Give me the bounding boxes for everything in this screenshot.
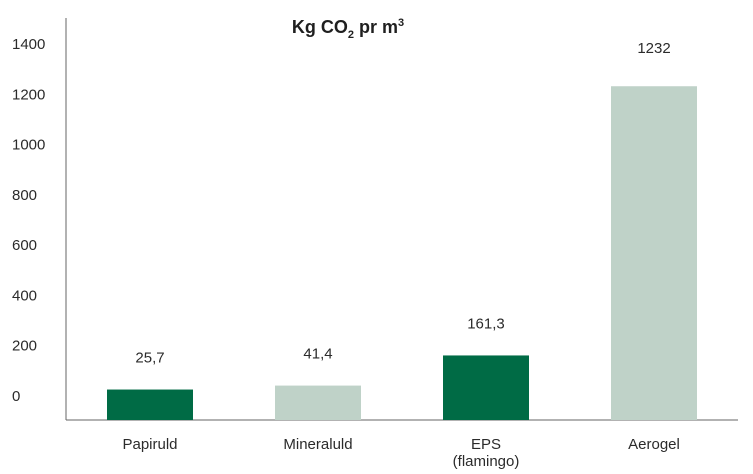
y-tick-label: 600 <box>12 237 37 254</box>
y-tick-label: 400 <box>12 287 37 304</box>
category-label: Aerogel <box>628 436 680 453</box>
category-label: (flamingo) <box>453 453 520 470</box>
chart-title: Kg CO2 pr m3 <box>292 17 404 41</box>
title-subscript: 2 <box>348 29 354 41</box>
y-tick-labels: 0 200 400 600 800 1000 1200 1400 <box>12 36 45 405</box>
y-tick-label: 1000 <box>12 137 45 154</box>
category-label: Papiruld <box>122 436 177 453</box>
title-middle: pr m <box>354 17 398 37</box>
bar <box>611 86 697 421</box>
bar <box>275 385 361 420</box>
y-tick-label: 0 <box>12 388 20 405</box>
bars <box>107 86 697 421</box>
category-labels: Papiruld Mineraluld EPS(flamingo) Aerogel <box>122 436 679 470</box>
y-tick-label: 1200 <box>12 86 45 103</box>
value-label: 25,7 <box>135 350 164 367</box>
value-label: 161,3 <box>467 315 505 332</box>
category-label: Mineraluld <box>283 436 352 453</box>
value-labels: 25,7 41,4 161,3 1232 <box>135 40 670 367</box>
bar <box>443 355 529 420</box>
value-label: 1232 <box>637 40 670 57</box>
y-tick-label: 1400 <box>12 36 45 53</box>
title-prefix: Kg CO <box>292 17 348 37</box>
value-label: 41,4 <box>303 346 332 363</box>
y-tick-label: 200 <box>12 338 37 355</box>
category-label: EPS <box>471 436 501 453</box>
bar <box>107 389 193 420</box>
title-superscript: 3 <box>398 17 404 29</box>
y-tick-label: 800 <box>12 187 37 204</box>
